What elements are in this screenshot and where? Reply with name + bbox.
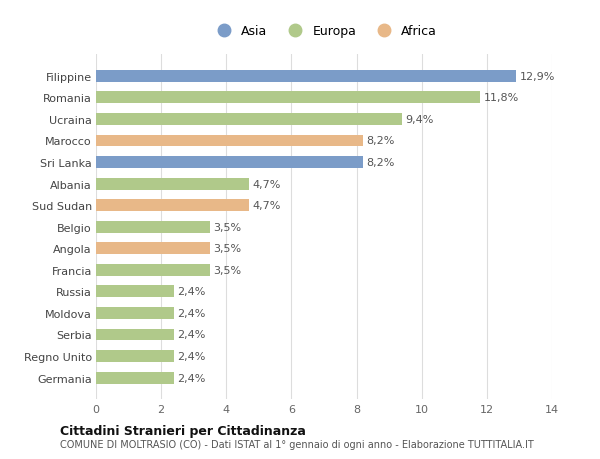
Text: 2,4%: 2,4% [178,373,206,383]
Bar [96,200,249,212]
Bar [96,178,249,190]
Bar [96,243,210,255]
Text: 2,4%: 2,4% [178,351,206,361]
Bar [96,286,174,297]
Text: 3,5%: 3,5% [213,222,241,232]
Bar [96,372,174,384]
Bar [96,135,363,147]
Bar [96,157,363,168]
Legend: Asia, Europa, Africa: Asia, Europa, Africa [206,20,442,43]
Text: 8,2%: 8,2% [367,158,395,168]
Text: 4,7%: 4,7% [253,179,281,189]
Text: 2,4%: 2,4% [178,287,206,297]
Text: 11,8%: 11,8% [484,93,519,103]
Text: COMUNE DI MOLTRASIO (CO) - Dati ISTAT al 1° gennaio di ogni anno - Elaborazione : COMUNE DI MOLTRASIO (CO) - Dati ISTAT al… [60,440,534,449]
Text: 4,7%: 4,7% [253,201,281,211]
Text: Cittadini Stranieri per Cittadinanza: Cittadini Stranieri per Cittadinanza [60,424,306,437]
Bar [96,308,174,319]
Text: 9,4%: 9,4% [406,115,434,125]
Text: 3,5%: 3,5% [213,244,241,254]
Bar [96,350,174,362]
Text: 2,4%: 2,4% [178,330,206,340]
Bar [96,221,210,233]
Bar [96,264,210,276]
Text: 12,9%: 12,9% [520,72,555,82]
Bar [96,92,481,104]
Text: 2,4%: 2,4% [178,308,206,318]
Bar [96,114,402,126]
Text: 3,5%: 3,5% [213,265,241,275]
Bar [96,329,174,341]
Text: 8,2%: 8,2% [367,136,395,146]
Bar [96,71,516,83]
